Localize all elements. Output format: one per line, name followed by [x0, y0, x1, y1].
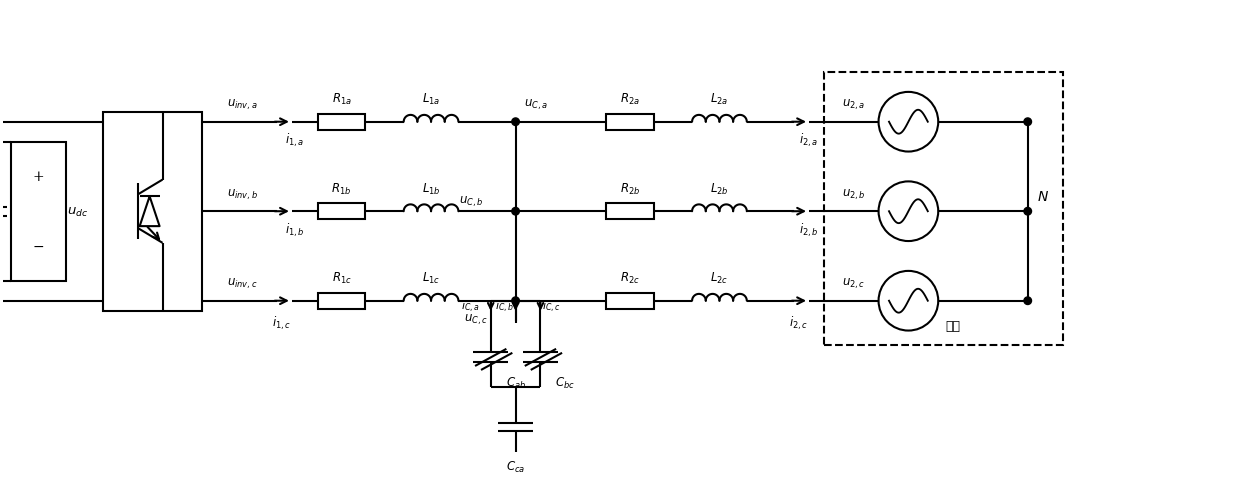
Text: $L_{1c}$: $L_{1c}$: [422, 271, 440, 286]
Text: $i_{2,b}$: $i_{2,b}$: [799, 221, 818, 238]
Text: $L_{2c}$: $L_{2c}$: [711, 271, 729, 286]
Text: $R_{1c}$: $R_{1c}$: [331, 271, 351, 286]
Text: $u_{inv,c}$: $u_{inv,c}$: [227, 276, 258, 291]
Text: $u_{2,b}$: $u_{2,b}$: [842, 187, 866, 201]
Text: $u_{2,c}$: $u_{2,c}$: [842, 276, 866, 291]
Bar: [606, 115, 653, 130]
Bar: [606, 293, 653, 309]
Text: $C_{ab}$: $C_{ab}$: [506, 375, 526, 390]
Text: $i_{C,b}$: $i_{C,b}$: [495, 300, 513, 315]
Bar: [606, 204, 653, 220]
Text: $i_{1,c}$: $i_{1,c}$: [273, 314, 291, 332]
Text: $R_{1a}$: $R_{1a}$: [331, 92, 351, 107]
Text: $R_{2c}$: $R_{2c}$: [620, 271, 640, 286]
Circle shape: [879, 93, 939, 152]
Text: $i_{C,c}$: $i_{C,c}$: [542, 300, 562, 315]
Text: $i_{1,a}$: $i_{1,a}$: [285, 132, 305, 149]
Text: $C_{ca}$: $C_{ca}$: [506, 459, 526, 474]
Bar: [317, 293, 366, 309]
Text: $i_{1,b}$: $i_{1,b}$: [285, 221, 305, 238]
Bar: [823, 73, 1063, 346]
Circle shape: [1024, 298, 1032, 305]
Text: $R_{2b}$: $R_{2b}$: [620, 181, 640, 196]
Text: $u_{inv,a}$: $u_{inv,a}$: [227, 97, 258, 112]
Text: $u_{C,c}$: $u_{C,c}$: [464, 312, 487, 326]
Text: $L_{1b}$: $L_{1b}$: [422, 181, 440, 196]
Circle shape: [1024, 208, 1032, 215]
Text: $R_{2a}$: $R_{2a}$: [620, 92, 640, 107]
Bar: [103, 113, 202, 311]
Text: $u_{C,a}$: $u_{C,a}$: [523, 97, 547, 112]
Text: $L_{2a}$: $L_{2a}$: [711, 92, 729, 107]
Text: $L_{1a}$: $L_{1a}$: [422, 92, 440, 107]
Text: $i_{2,a}$: $i_{2,a}$: [800, 132, 818, 149]
Text: $L_{2b}$: $L_{2b}$: [711, 181, 729, 196]
Bar: [317, 204, 366, 220]
Text: $i_{C,a}$: $i_{C,a}$: [461, 300, 480, 315]
Circle shape: [879, 182, 939, 241]
Text: $C_{bc}$: $C_{bc}$: [556, 375, 575, 390]
Text: $u_{2,a}$: $u_{2,a}$: [842, 97, 866, 112]
Text: $N$: $N$: [1037, 190, 1049, 204]
Text: $i_{2,c}$: $i_{2,c}$: [790, 314, 808, 332]
Text: −: −: [32, 239, 45, 254]
Circle shape: [512, 119, 520, 126]
Circle shape: [879, 272, 939, 331]
Text: $u_{inv,b}$: $u_{inv,b}$: [227, 187, 258, 201]
Bar: [11, 142, 66, 281]
Text: $u_{C,b}$: $u_{C,b}$: [459, 195, 482, 209]
Circle shape: [512, 298, 520, 305]
Circle shape: [1024, 119, 1032, 126]
Text: +: +: [32, 170, 45, 184]
Text: $R_{1b}$: $R_{1b}$: [331, 181, 352, 196]
Bar: [317, 115, 366, 130]
Circle shape: [512, 208, 520, 215]
Text: 电网: 电网: [946, 320, 961, 333]
Text: $u_{dc}$: $u_{dc}$: [67, 205, 88, 218]
